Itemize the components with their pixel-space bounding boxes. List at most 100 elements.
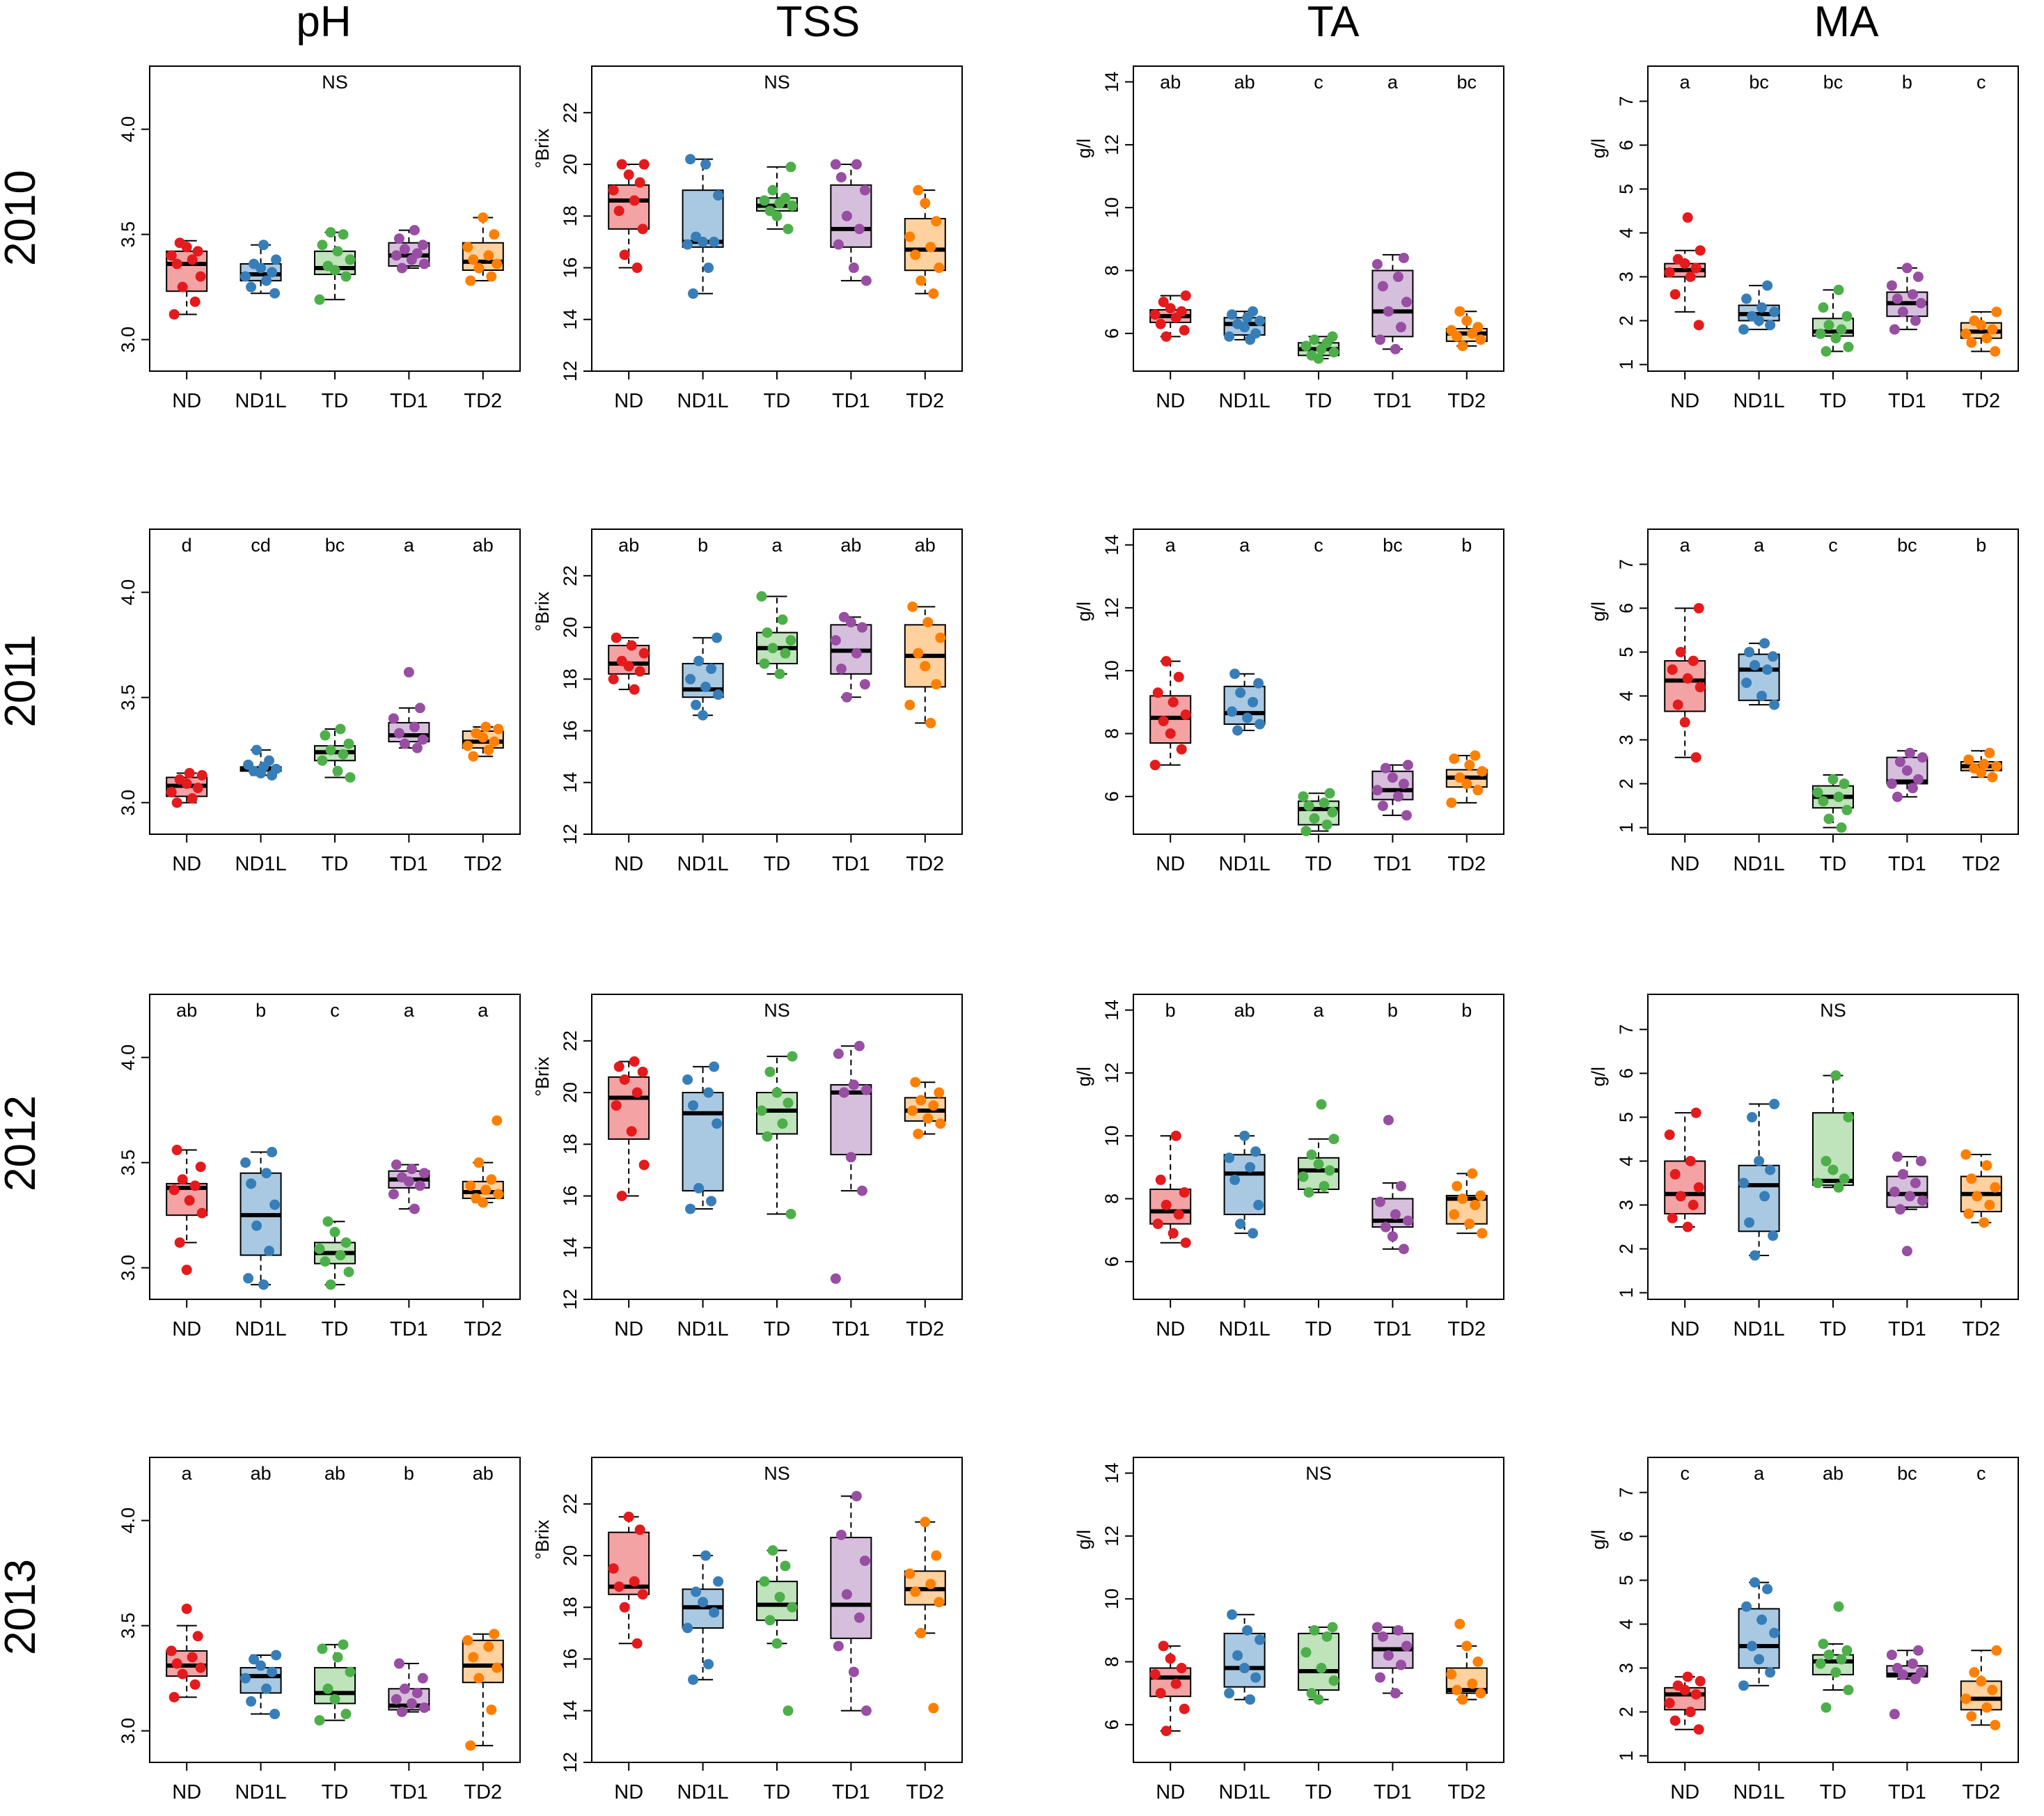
y-tick-label: 14 — [560, 309, 581, 330]
y-tick-label: 8 — [1101, 728, 1122, 739]
data-point — [1688, 655, 1699, 666]
box-td — [1812, 774, 1854, 833]
data-point — [638, 648, 650, 659]
significance-label-td: ab — [324, 1463, 345, 1484]
x-tick-label-td2: TD2 — [1962, 853, 2000, 875]
box-nd1l — [682, 1061, 724, 1214]
row-labels: 2010 2011 2012 2013 — [0, 170, 45, 1655]
data-point — [1179, 324, 1190, 336]
box-nd1l — [1223, 1130, 1266, 1239]
data-point — [623, 169, 634, 180]
data-point — [1377, 281, 1388, 292]
significance-label-nd: ab — [176, 1000, 197, 1021]
data-point — [851, 1491, 862, 1502]
data-point — [1235, 687, 1246, 698]
y-axis-label: °Brix — [532, 1056, 553, 1097]
data-point — [1685, 272, 1696, 283]
data-point — [1158, 297, 1169, 308]
data-point — [688, 1100, 699, 1111]
data-point — [619, 1602, 630, 1613]
data-point — [1915, 1155, 1926, 1166]
y-tick-label: 5 — [1616, 1575, 1637, 1586]
data-point — [631, 1087, 643, 1098]
data-point — [1768, 651, 1779, 662]
data-point — [682, 1622, 693, 1634]
data-point — [1380, 762, 1391, 774]
data-point — [489, 229, 500, 240]
data-point — [1303, 1187, 1314, 1198]
data-point — [258, 1279, 269, 1290]
data-point — [1892, 1663, 1903, 1674]
data-point — [1374, 334, 1385, 345]
data-point — [1176, 306, 1187, 317]
box-nd1l — [1738, 280, 1780, 335]
data-point — [767, 643, 778, 654]
data-point — [1158, 715, 1169, 726]
data-point — [1398, 1244, 1409, 1255]
data-point — [1664, 267, 1675, 278]
data-point — [830, 635, 841, 646]
y-tick-label: 14 — [1101, 1000, 1122, 1021]
x-tick-label-td1: TD1 — [832, 853, 870, 875]
data-point — [851, 648, 862, 659]
panel-grid: 3.03.54.0ND ND1L TD TD1 TD2NS121416182022°Br… — [118, 65, 2019, 1803]
data-point — [1833, 1601, 1844, 1612]
x-tick-label-td2: TD2 — [1447, 1318, 1486, 1340]
significance-label-td: bc — [1823, 72, 1843, 93]
data-point — [860, 1084, 872, 1095]
data-point — [1235, 1219, 1246, 1230]
y-tick-label: 2 — [1616, 778, 1637, 789]
data-point — [1377, 1631, 1388, 1642]
x-tick-label-nd: ND — [172, 1318, 201, 1340]
x-tick-label-nd1l: ND1L — [677, 1781, 729, 1803]
data-point — [920, 1517, 931, 1528]
data-point — [329, 1226, 340, 1237]
data-point — [1401, 810, 1412, 821]
data-point — [492, 258, 503, 269]
data-point — [1759, 1191, 1770, 1202]
data-point — [1667, 664, 1678, 675]
data-point — [1979, 1217, 1990, 1228]
data-point — [187, 793, 198, 804]
data-point — [409, 721, 420, 733]
data-point — [493, 723, 504, 735]
data-point — [171, 797, 182, 808]
y-tick-label: 20 — [560, 617, 581, 638]
x-tick-label-nd1l: ND1L — [1734, 390, 1785, 412]
box-td1 — [1886, 1151, 1928, 1257]
data-point — [631, 1638, 643, 1649]
data-point — [1179, 1703, 1190, 1714]
data-point — [251, 744, 262, 756]
data-point — [1765, 320, 1776, 331]
x-tick-label-td1: TD1 — [1888, 390, 1926, 412]
box-td1 — [830, 159, 872, 286]
x-tick-label-td: TD — [322, 1781, 349, 1803]
x-tick-label-td2: TD2 — [906, 390, 944, 412]
data-point — [698, 1597, 709, 1608]
box-iqr — [1298, 1632, 1339, 1691]
y-tick-label: 8 — [1101, 265, 1122, 276]
data-point — [1915, 297, 1926, 308]
data-point — [1477, 1228, 1488, 1239]
data-point — [1836, 324, 1847, 335]
data-point — [1477, 766, 1488, 777]
x-tick-label-nd: ND — [1156, 390, 1185, 412]
data-point — [181, 1603, 192, 1614]
data-point — [1227, 1609, 1238, 1620]
data-point — [391, 1693, 402, 1705]
y-tick-label: 18 — [560, 1597, 581, 1618]
data-point — [1467, 1678, 1478, 1689]
data-point — [343, 738, 354, 749]
x-tick-label-td1: TD1 — [390, 1318, 428, 1340]
data-point — [1747, 1111, 1758, 1122]
y-tick-label: 4 — [1616, 1619, 1637, 1629]
y-tick-label: 18 — [560, 205, 581, 226]
data-point — [343, 1267, 354, 1278]
data-point — [249, 1654, 260, 1665]
data-point — [1161, 656, 1172, 667]
y-tick-label: 12 — [560, 1752, 581, 1773]
data-point — [841, 210, 852, 221]
data-point — [320, 1256, 331, 1267]
significance-label-nd1l: a — [1754, 535, 1765, 556]
